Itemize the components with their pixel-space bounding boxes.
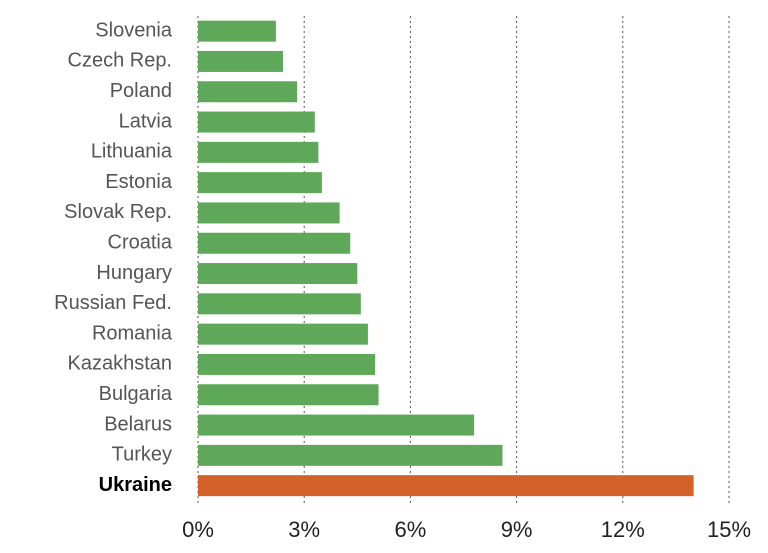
bar [198,384,379,406]
y-tick-label: Turkey [112,444,172,466]
x-tick-label: 3% [288,517,320,542]
bar [198,323,368,345]
x-tick-label: 12% [601,517,645,542]
y-tick-label: Hungary [96,262,172,284]
y-tick-label: Slovenia [95,19,173,41]
y-tick-label: Belarus [104,413,172,435]
bar [198,202,340,224]
bar [198,50,283,72]
bar [198,111,315,133]
bar [198,444,503,466]
y-tick-label: Estonia [105,171,173,193]
bar [198,20,276,42]
bar [198,414,475,436]
y-tick-label: Ukraine [99,474,172,496]
x-tick-label: 6% [395,517,427,542]
y-tick-label: Slovak Rep. [64,201,172,223]
bar [198,172,322,194]
y-tick-label: Bulgaria [99,383,173,405]
bar [198,293,361,315]
bar [198,232,351,254]
x-tick-label: 9% [501,517,533,542]
bar [198,263,358,285]
y-tick-label: Czech Rep. [68,50,173,72]
y-tick-label: Lithuania [91,141,173,163]
y-tick-label: Romania [92,322,173,344]
bar [198,141,319,163]
y-tick-label: Russian Fed. [54,292,172,314]
bar [198,353,375,375]
bar [198,81,298,103]
y-tick-label: Poland [110,80,172,102]
y-tick-label: Latvia [119,110,173,132]
bar [198,475,694,497]
x-tick-label: 0% [182,517,214,542]
y-tick-label: Croatia [108,232,173,254]
x-tick-label: 15% [707,517,751,542]
y-tick-label: Kazakhstan [67,353,172,375]
